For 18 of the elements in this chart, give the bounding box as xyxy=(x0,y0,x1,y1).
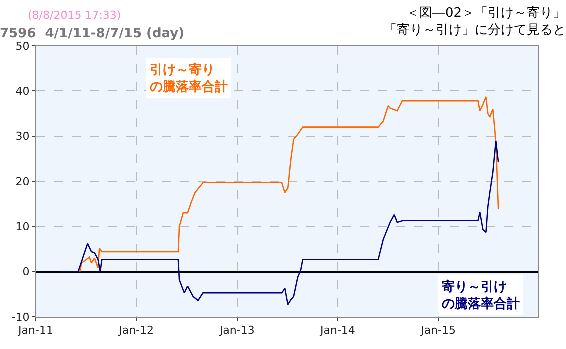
text: ＜図―02＞「引け～寄り」「寄り～引け」に分けて見ると xyxy=(384,5,566,38)
y-tick-label: 40 xyxy=(16,85,30,98)
line-series xyxy=(79,96,500,272)
y-tick-label: 50 xyxy=(16,40,30,53)
x-tick-label: Jan-15 xyxy=(420,324,456,338)
x-tick-label: Jan-11 xyxy=(18,324,54,338)
x-tick-label: Jan-12 xyxy=(118,324,154,338)
y-tick-label: -10 xyxy=(12,310,30,324)
text: (8/8/2015 17:33) xyxy=(28,9,122,22)
y-tick-label: 30 xyxy=(16,130,30,144)
y-tick-label: 20 xyxy=(16,175,30,188)
text: 寄り～引けの騰落率合計 xyxy=(442,279,520,312)
text: 引け～寄りの騰落率合計 xyxy=(150,62,228,95)
y-tick-label: 10 xyxy=(16,220,30,234)
chart-title: 7596 4/1/11-8/7/15 (day) xyxy=(0,26,185,42)
y-tick-label: 0 xyxy=(22,266,30,279)
x-tick-label: Jan-14 xyxy=(320,324,356,338)
x-tick-label: Jan-13 xyxy=(218,324,255,338)
